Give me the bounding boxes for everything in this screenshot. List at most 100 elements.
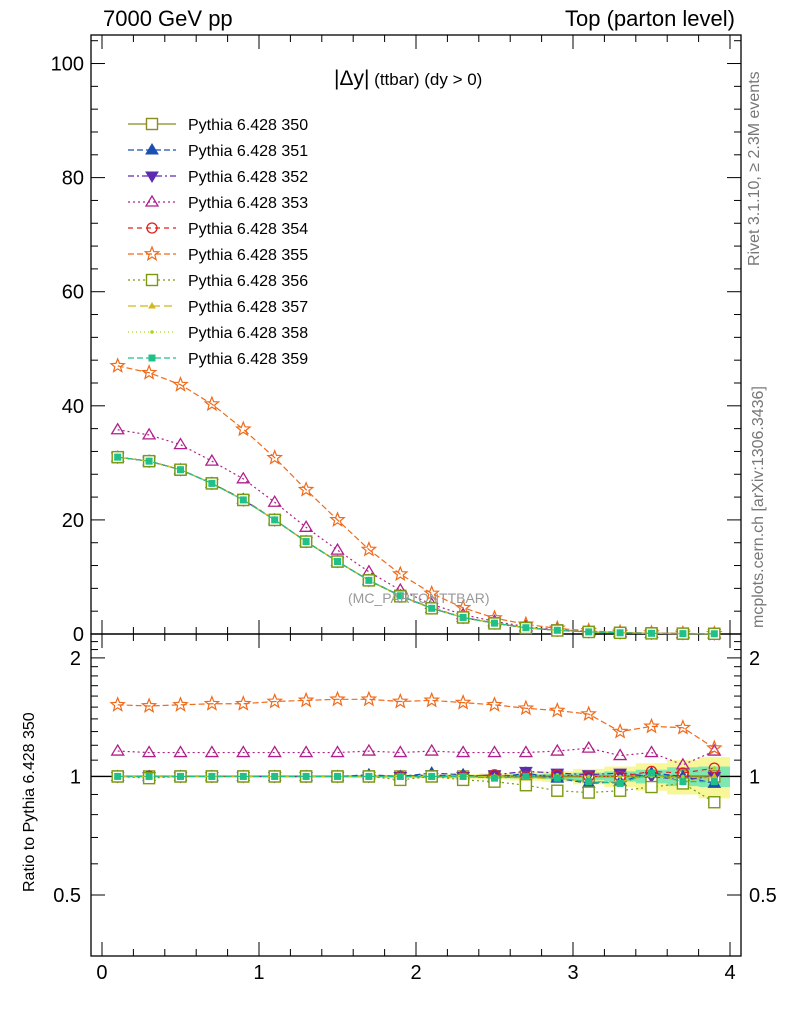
marker-shape: [148, 302, 156, 309]
marker-shape: [302, 538, 310, 546]
main-data-point: [176, 466, 184, 474]
main-data-point: [271, 516, 279, 524]
ratio-series-355: [109, 690, 723, 756]
marker-shape: [236, 471, 251, 484]
ratio-data-point: [173, 745, 188, 758]
marker-shape: [455, 745, 471, 758]
legend-label: Pythia 6.428 358: [188, 325, 308, 342]
marker-shape: [391, 692, 409, 709]
ratio-xtick-label: 3: [567, 962, 578, 984]
marker-shape: [553, 626, 561, 634]
ratio-data-point: [585, 778, 593, 786]
marker-shape: [172, 376, 189, 392]
marker-shape: [176, 466, 184, 474]
ratio-data-point: [333, 772, 341, 780]
main-data-point: [454, 599, 472, 615]
marker-shape: [551, 784, 564, 797]
legend-entry: Pythia 6.428 351: [128, 143, 308, 160]
ratio-data-point: [645, 780, 658, 794]
ratio-data-point: [271, 772, 279, 780]
legend-entry: Pythia 6.428 350: [128, 117, 308, 134]
marker-shape: [648, 769, 656, 777]
ratio-data-point: [365, 772, 373, 780]
main-data-point: [585, 628, 593, 636]
ratio-data-point: [675, 757, 691, 770]
marker-shape: [208, 479, 216, 487]
marker-shape: [706, 739, 723, 756]
ratio-data-point: [550, 743, 565, 756]
legend-label: Pythia 6.428 356: [188, 273, 308, 290]
main-series-359: [114, 453, 718, 638]
marker-shape: [297, 481, 315, 497]
marker-shape: [204, 453, 220, 466]
marker-shape: [618, 774, 622, 779]
main-data-point: [302, 538, 310, 546]
ratio-data-point: [708, 796, 721, 809]
ratio-ytick-label-right: 1: [749, 766, 760, 788]
ratio-data-point: [580, 705, 598, 722]
main-data-point: [297, 481, 315, 497]
main-data-point: [114, 453, 122, 461]
ratio-data-point: [361, 743, 377, 756]
main-data-point: [329, 511, 346, 527]
marker-shape: [267, 745, 282, 758]
marker-shape: [517, 699, 535, 716]
ratio-data-point: [172, 696, 189, 712]
marker-shape: [611, 722, 629, 739]
marker-shape: [486, 696, 503, 712]
marker-shape: [550, 743, 565, 756]
ratio-data-point: [681, 774, 685, 779]
legend-marker: [148, 302, 156, 309]
marker-shape: [110, 422, 125, 435]
ratio-data-point: [208, 772, 216, 780]
ratio-data-point: [141, 745, 157, 758]
ratio-data-point: [297, 691, 315, 708]
main-series-line: [117, 456, 715, 635]
main-data-point: [239, 496, 247, 504]
main-ytick-label: 20: [62, 510, 84, 532]
marker-shape: [674, 719, 692, 735]
legend-marker: [145, 273, 159, 287]
main-data-point: [298, 520, 314, 532]
ratio-data-point: [491, 774, 499, 782]
marker-shape: [522, 772, 530, 780]
marker-shape: [109, 696, 126, 712]
legend-entry: Pythia 6.428 358: [128, 325, 308, 342]
ratio-data-point: [267, 745, 282, 758]
ratio-data-point: [581, 740, 596, 753]
marker-shape: [708, 796, 721, 809]
main-series-357: [113, 453, 719, 637]
main-data-point: [522, 624, 530, 632]
main-ytick-label: 0: [73, 624, 84, 646]
ratio-data-point: [643, 717, 660, 734]
main-data-point: [360, 540, 378, 557]
main-ytick-label: 80: [62, 168, 84, 190]
marker-shape: [648, 629, 656, 637]
main-data-point: [423, 584, 441, 601]
legend-entry: Pythia 6.428 357: [128, 299, 308, 316]
main-data-point: [391, 565, 409, 582]
ratio-data-point: [266, 692, 284, 709]
marker-shape: [391, 565, 409, 582]
main-series-352: [110, 452, 722, 641]
ratio-data-point: [517, 699, 535, 716]
marker-shape: [491, 619, 499, 627]
rivet-label: Rivet 3.1.10, ≥ 2.3M events: [746, 71, 763, 266]
marker-shape: [612, 748, 628, 761]
marker-shape: [582, 786, 595, 799]
ratio-data-point: [109, 696, 126, 712]
marker-shape: [109, 357, 126, 373]
main-data-point: [110, 422, 125, 435]
ratio-data-point: [486, 696, 503, 712]
marker-shape: [146, 222, 158, 234]
marker-shape: [173, 745, 188, 758]
ratio-data-point: [674, 719, 692, 735]
marker-shape: [616, 629, 624, 637]
ratio-data-point: [236, 745, 251, 758]
marker-shape: [297, 691, 315, 708]
marker-shape: [114, 453, 122, 461]
marker-shape: [710, 778, 718, 786]
legend-marker: [144, 194, 160, 207]
marker-shape: [428, 772, 436, 780]
